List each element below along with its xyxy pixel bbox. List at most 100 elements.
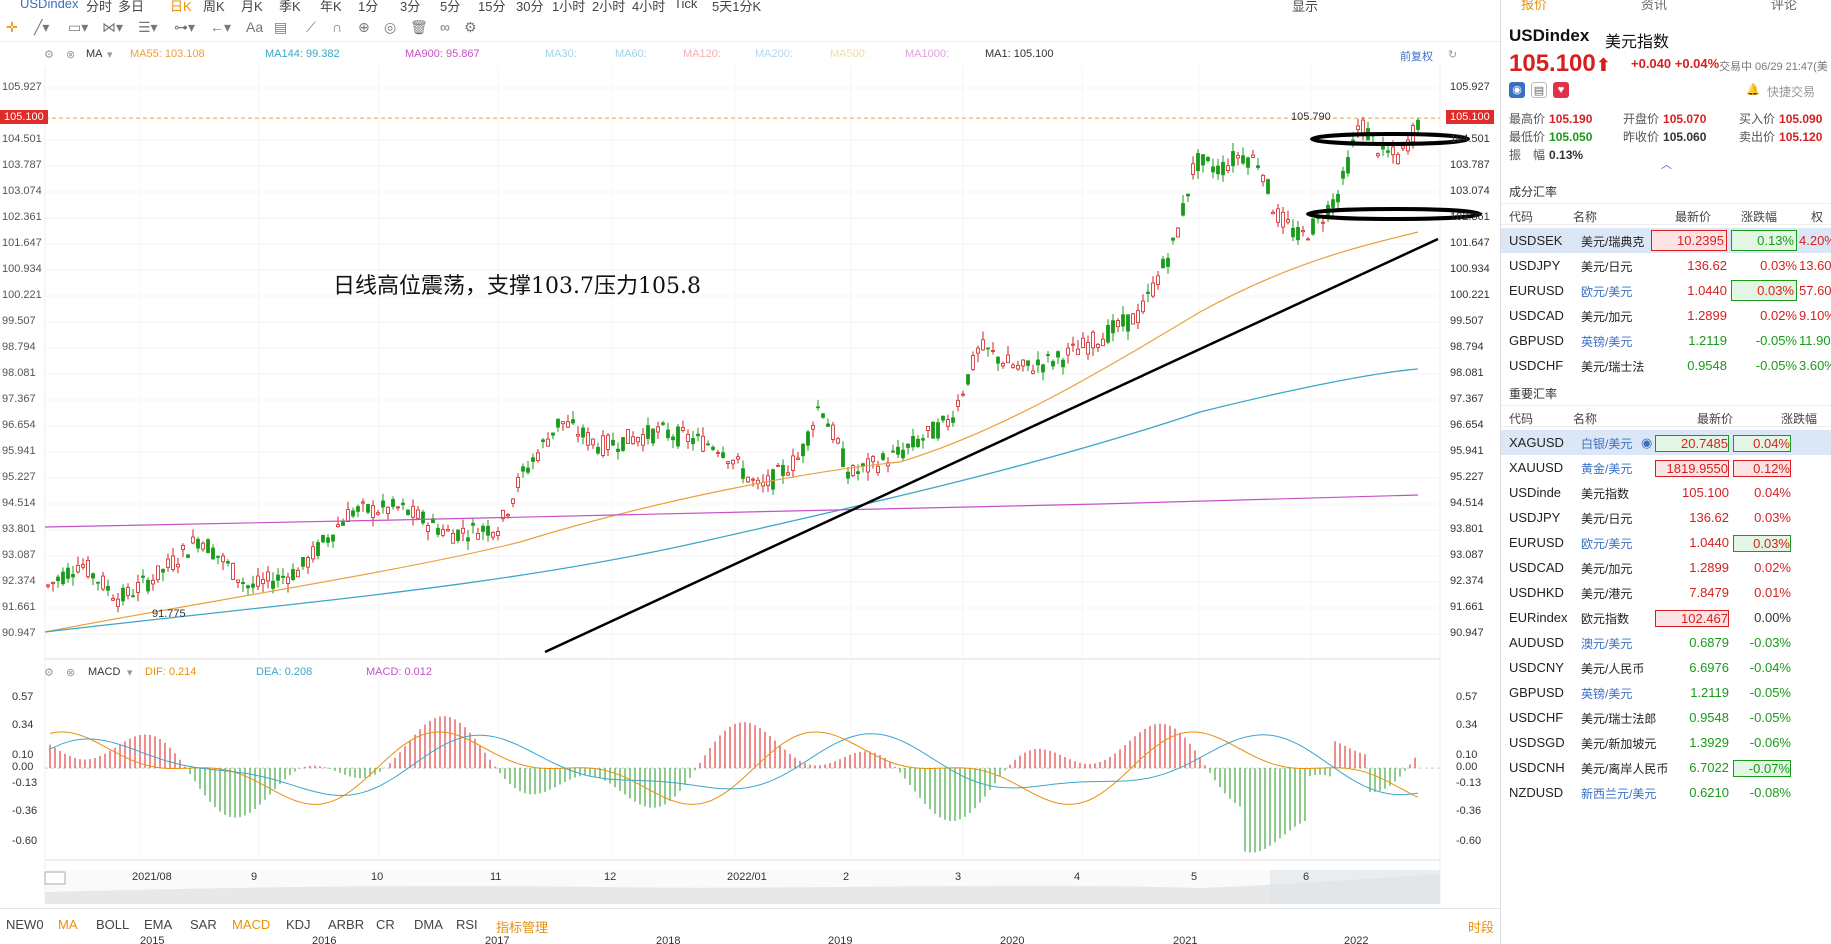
table-row[interactable]: USDJPY 美元/日元 136.62 0.03% — [1501, 505, 1831, 530]
candle-body — [816, 406, 820, 409]
candle-body — [166, 558, 170, 568]
table-row[interactable]: EURUSD 欧元/美元 1.0440 0.03% — [1501, 530, 1831, 555]
rect-tool-icon[interactable]: ▭▾ — [68, 19, 89, 35]
table-row[interactable]: GBPUSD 英镑/美元 1.2119 -0.05% — [1501, 680, 1831, 705]
pattern-tool-icon[interactable]: ☰▾ — [138, 19, 158, 35]
interval-tab[interactable]: 分时 — [86, 0, 113, 14]
table-row[interactable]: USDCNH 美元/离岸人民币 6.7022 -0.07% — [1501, 755, 1831, 780]
interval-tab[interactable]: 30分 — [516, 0, 544, 14]
indicator-tab[interactable]: BOLL — [96, 917, 130, 932]
tab-news[interactable]: 资讯 — [1641, 0, 1668, 12]
table-row[interactable]: USDinde 美元指数 105.100 0.04% — [1501, 480, 1831, 505]
table-row[interactable]: AUDUSD 澳元/美元 0.6879 -0.03% — [1501, 630, 1831, 655]
doc-icon[interactable]: ▤ — [1531, 82, 1547, 98]
symbol-tab[interactable]: USDindex — [20, 0, 79, 11]
magnet-icon[interactable]: ∩ — [332, 19, 343, 35]
indicator-tab[interactable]: MA — [58, 917, 78, 932]
indicator-tab[interactable]: SAR — [190, 917, 217, 932]
chevron-down-icon[interactable]: ▾ — [127, 667, 133, 679]
lock-icon[interactable]: ⊕ — [358, 19, 370, 35]
indicator-tab[interactable]: MACD — [232, 917, 271, 932]
col-pct[interactable]: 涨跌幅 — [1741, 210, 1778, 224]
interval-tab[interactable]: 日K — [170, 0, 192, 14]
interval-tab[interactable]: Tick — [674, 0, 698, 11]
table-row[interactable]: GBPUSD 英镑/美元 1.2119 -0.05%11.90% — [1501, 328, 1831, 353]
interval-tab[interactable]: 年K — [320, 0, 342, 14]
interval-tab[interactable]: 周K — [203, 0, 225, 14]
indicator-tab[interactable]: CR — [376, 917, 395, 932]
comment-icon[interactable]: ▤ — [274, 19, 288, 35]
interval-tab[interactable]: 月K — [241, 0, 263, 14]
analysis-annotation[interactable]: 日线高位震荡，支撑103.7压力105.8 — [333, 274, 701, 299]
close-icon[interactable]: ⊗ — [66, 667, 76, 679]
table-row[interactable]: EURindex 欧元指数 102.467 0.00% — [1501, 605, 1831, 630]
arrow-tool-icon[interactable]: ←▾ — [210, 19, 232, 35]
display-menu[interactable]: 显示 — [1292, 0, 1319, 14]
text-tool[interactable]: Aa — [246, 19, 264, 35]
gear-icon[interactable]: ⚙ — [44, 667, 54, 679]
chart-area[interactable]: ⚙ ⊗ MA ▾ MA55: 103.108 MA144: 99.382 MA9… — [0, 42, 1500, 944]
interval-tab[interactable]: 15分 — [478, 0, 506, 14]
period-button[interactable]: 时段 — [1468, 920, 1495, 935]
interval-tab[interactable]: 5天1分K — [712, 0, 762, 14]
interval-tab[interactable]: 5分 — [440, 0, 461, 14]
crosshair-icon[interactable]: ✛ — [6, 19, 18, 35]
interval-tab[interactable]: 1分 — [358, 0, 379, 14]
fib-tool-icon[interactable]: ⋈▾ — [102, 19, 124, 35]
candle-body — [1251, 154, 1255, 158]
indicator-tab[interactable]: KDJ — [286, 917, 311, 932]
col-pct[interactable]: 涨跌幅 — [1781, 412, 1818, 426]
table-row[interactable]: XAGUSD 白银/美元 ◉ 20.7485 0.04% — [1501, 430, 1831, 455]
collapse-icon[interactable]: ︿ — [1661, 159, 1672, 171]
watch-icon[interactable]: ◉ — [1641, 435, 1653, 450]
tab-comments[interactable]: 评论 — [1771, 0, 1798, 12]
adjust-button[interactable]: 前复权 — [1400, 51, 1433, 63]
settings-icon[interactable]: ⚙ — [464, 19, 477, 35]
eye-icon[interactable]: ◎ — [384, 19, 397, 35]
kline-chart[interactable] — [0, 42, 1500, 904]
quick-trade-button[interactable]: 快捷交易 — [1767, 85, 1816, 99]
candle-body — [321, 534, 325, 543]
indicator-tab[interactable]: ARBR — [328, 917, 365, 932]
tab-quote[interactable]: 报价 — [1521, 0, 1548, 12]
measure-tool-icon[interactable]: ⊶▾ — [174, 19, 196, 35]
table-row[interactable]: USDCNY 美元/人民币 6.6976 -0.04% — [1501, 655, 1831, 680]
link-icon[interactable]: ∞ — [440, 19, 450, 35]
candle-body — [956, 399, 960, 407]
indicator-tab[interactable]: EMA — [144, 917, 173, 932]
indicator-tab[interactable]: 指标管理 — [496, 920, 549, 935]
trash-icon[interactable]: 🗑 — [410, 19, 428, 35]
interval-tab[interactable]: 1小时 — [552, 0, 586, 14]
candle-body — [1176, 227, 1180, 238]
table-row[interactable]: USDCAD 美元/加元 1.2899 0.02%9.10% — [1501, 303, 1831, 328]
table-row[interactable]: USDJPY 美元/日元 136.62 0.03%13.60% — [1501, 253, 1831, 278]
ruler-icon[interactable]: ⟋ — [306, 19, 316, 35]
reset-icon[interactable]: ↻ — [1448, 49, 1458, 61]
indicator-tab[interactable]: RSI — [456, 917, 478, 932]
globe-icon[interactable]: ◉ — [1509, 82, 1525, 98]
table-row[interactable]: USDCAD 美元/加元 1.2899 0.02% — [1501, 555, 1831, 580]
table-row[interactable]: EURUSD 欧元/美元 1.0440 0.03%57.60% — [1501, 278, 1831, 303]
chevron-down-icon[interactable]: ▾ — [107, 49, 113, 61]
close-icon[interactable]: ⊗ — [66, 49, 76, 61]
table-row[interactable]: XAUUSD 黄金/美元 1819.9550 0.12% — [1501, 455, 1831, 480]
interval-tab[interactable]: 2小时 — [592, 0, 626, 14]
table-row[interactable]: NZDUSD 新西兰元/美元 0.6210 -0.08% — [1501, 780, 1831, 805]
table-row[interactable]: USDCHF 美元/瑞士法 0.9548 -0.05%3.60% — [1501, 353, 1831, 378]
table-row[interactable]: USDSGD 美元/新加坡元 1.3929 -0.06% — [1501, 730, 1831, 755]
candle-body — [411, 505, 415, 518]
heart-icon[interactable]: ♥ — [1553, 82, 1569, 98]
interval-tab[interactable]: 多日 — [118, 0, 145, 14]
table-row[interactable]: USDCHF 美元/瑞士法郎 0.9548 -0.05% — [1501, 705, 1831, 730]
gear-icon[interactable]: ⚙ — [44, 49, 54, 61]
table-row[interactable]: USDHKD 美元/港元 7.8479 0.01% — [1501, 580, 1831, 605]
interval-tab[interactable]: 3分 — [400, 0, 421, 14]
line-tool-icon[interactable]: ╱▾ — [34, 19, 50, 35]
interval-tab[interactable]: 季K — [279, 0, 301, 14]
interval-tab[interactable]: 4小时 — [632, 0, 666, 14]
price-axis-label-left: 90.947 — [2, 627, 36, 639]
bell-icon[interactable]: 🔔 — [1746, 84, 1760, 96]
indicator-tab[interactable]: DMA — [414, 917, 443, 932]
indicator-tab[interactable]: NEW0 — [6, 917, 44, 932]
